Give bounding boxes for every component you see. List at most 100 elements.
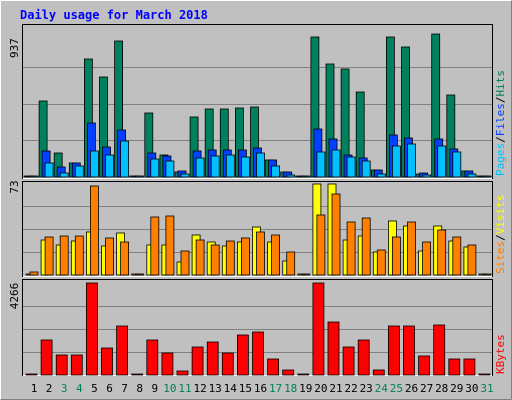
bar-sites-day-12	[195, 239, 205, 276]
bottom-ymax-label: 4266	[8, 283, 21, 310]
x-label-day-11: 11	[178, 382, 191, 395]
bar-sites-day-31	[482, 273, 492, 276]
bar-sites-day-8	[135, 273, 145, 276]
bar-pages-day-6	[105, 154, 114, 178]
svg-text:Pages/Files/Hits: Pages/Files/Hits	[494, 70, 507, 176]
bar-pages-day-26	[407, 143, 416, 178]
bar-pages-day-3	[59, 172, 69, 178]
x-label-day-22: 22	[344, 382, 357, 395]
legend-pages: Pages	[494, 143, 507, 176]
bar-sites-day-19	[301, 273, 311, 276]
bar-pages-day-1	[29, 175, 39, 178]
x-label-day-17: 17	[269, 382, 282, 395]
bar-sites-day-23	[361, 217, 371, 276]
bar-sites-day-22	[346, 221, 356, 276]
bar-kbytes-day-16	[252, 331, 264, 376]
bar-sites-day-25	[391, 236, 401, 276]
bar-pages-day-14	[225, 154, 235, 178]
bar-pages-day-4	[74, 165, 84, 178]
legend-files: Files	[494, 103, 507, 136]
bar-kbytes-day-8	[131, 373, 144, 376]
bar-sites-day-17	[271, 234, 281, 276]
bar-sites-day-14	[225, 240, 235, 276]
bar-kbytes-day-31	[478, 373, 491, 376]
bar-sites-day-2	[44, 236, 54, 276]
x-label-day-20: 20	[314, 382, 327, 395]
top-ymax-label: 937	[8, 38, 21, 58]
legend-sep1: /	[494, 136, 507, 143]
bar-sites-day-13	[210, 244, 220, 276]
bar-pages-day-24	[376, 173, 386, 178]
x-label-day-27: 27	[420, 382, 433, 395]
bar-pages-day-16	[256, 152, 265, 178]
bar-pages-day-30	[467, 173, 477, 178]
bar-pages-day-5	[90, 150, 99, 178]
bar-sites-day-10	[165, 215, 175, 276]
bar-kbytes-day-10	[161, 352, 174, 376]
x-label-day-16: 16	[254, 382, 267, 395]
bar-sites-day-26	[407, 221, 416, 276]
x-label-day-19: 19	[299, 382, 312, 395]
bar-kbytes-day-7	[116, 325, 128, 376]
legend-sep2: /	[494, 97, 507, 104]
bar-sites-day-4	[74, 235, 84, 276]
bar-sites-day-16	[256, 231, 265, 276]
x-label-day-1: 1	[31, 382, 38, 395]
legend-sites: Sites	[494, 241, 507, 274]
bar-kbytes-day-27	[418, 355, 431, 376]
bottom-legend: KBytes	[494, 334, 507, 374]
bar-pages-day-29	[452, 151, 462, 178]
bar-pages-day-13	[210, 155, 220, 178]
x-label-day-12: 12	[193, 382, 206, 395]
x-axis-labels: 1 2 3 4 5 6 7 8 9 10 11 12 13 14 15 16 17 18 19 20 21 22 23 24 2…	[31, 382, 494, 395]
bar-kbytes-day-2	[40, 339, 53, 376]
bar-kbytes-day-6	[101, 347, 113, 376]
x-label-day-28: 28	[435, 382, 448, 395]
x-label-day-8: 8	[136, 382, 143, 395]
chart-title: Daily usage for March 2018	[20, 8, 208, 22]
bar-kbytes-day-9	[146, 339, 159, 376]
bar-kbytes-day-25	[387, 325, 400, 376]
bar-pages-day-27	[422, 174, 432, 178]
x-label-day-13: 13	[209, 382, 222, 395]
x-label-day-21: 21	[329, 382, 342, 395]
bar-sites-day-1	[29, 271, 39, 276]
bar-pages-day-19	[301, 175, 311, 178]
bar-pages-day-10	[165, 160, 175, 178]
bar-kbytes-day-1	[25, 373, 38, 376]
bar-sites-day-20	[316, 214, 326, 276]
svg-text:Sites/Visits: Sites/Visits	[494, 195, 507, 275]
top-legend: Pages/Files/Hits	[494, 70, 507, 176]
bar-sites-day-3	[59, 235, 69, 276]
x-label-day-3: 3	[61, 382, 68, 395]
bar-kbytes-day-3	[55, 354, 68, 376]
x-label-day-5: 5	[91, 382, 98, 395]
x-label-day-15: 15	[239, 382, 252, 395]
bar-pages-day-9	[150, 158, 160, 178]
x-label-day-24: 24	[375, 382, 389, 395]
bar-kbytes-day-17	[267, 358, 280, 376]
bar-sites-day-21	[331, 193, 341, 276]
bar-kbytes-day-28	[433, 324, 446, 376]
bar-pages-day-11	[180, 173, 190, 178]
x-label-day-6: 6	[106, 382, 113, 395]
x-label-day-7: 7	[121, 382, 128, 395]
bar-kbytes-day-19	[297, 373, 310, 376]
bar-pages-day-21	[331, 149, 341, 178]
legend-hits: Hits	[494, 70, 507, 97]
x-label-day-25: 25	[390, 382, 403, 395]
legend-visits: Visits	[494, 195, 507, 235]
bar-pages-day-8	[135, 175, 145, 178]
bar-pages-day-18	[286, 174, 296, 178]
bar-kbytes-day-29	[448, 358, 461, 376]
x-label-day-4: 4	[76, 382, 83, 395]
bar-sites-day-11	[180, 250, 190, 276]
bar-kbytes-day-18	[282, 369, 295, 376]
x-label-day-10: 10	[163, 382, 176, 395]
legend-sep3: /	[494, 234, 507, 241]
bar-sites-day-7	[120, 241, 129, 276]
x-label-day-9: 9	[151, 382, 158, 395]
bar-pages-day-17	[271, 165, 281, 178]
x-label-day-14: 14	[224, 382, 238, 395]
bar-sites-day-30	[467, 244, 477, 276]
